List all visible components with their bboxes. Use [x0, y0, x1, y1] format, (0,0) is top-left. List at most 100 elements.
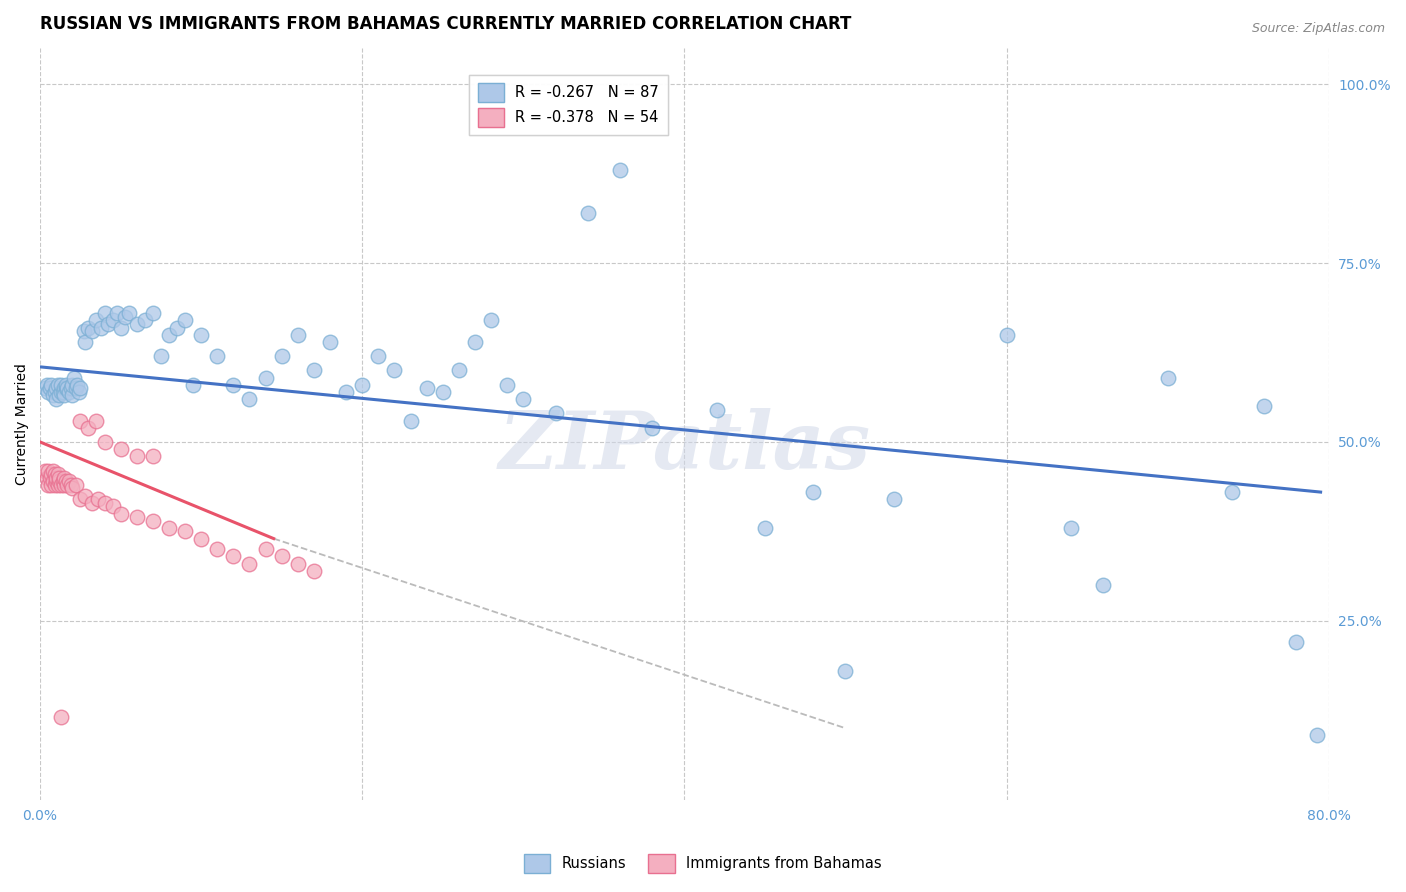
Point	[287, 327, 309, 342]
Point	[238, 392, 260, 406]
Point	[53, 478, 76, 492]
Point	[335, 384, 357, 399]
Point	[134, 313, 156, 327]
Point	[58, 384, 80, 399]
Point	[254, 370, 277, 384]
Point	[55, 381, 77, 395]
Point	[352, 377, 374, 392]
Point	[995, 327, 1018, 342]
Point	[75, 489, 97, 503]
Point	[80, 324, 103, 338]
Point	[142, 306, 165, 320]
Point	[101, 500, 124, 514]
Point	[56, 381, 79, 395]
Point	[1285, 635, 1308, 649]
Point	[287, 557, 309, 571]
Point	[49, 478, 72, 492]
Point	[834, 664, 856, 678]
Point	[56, 478, 79, 492]
Point	[801, 485, 824, 500]
Point	[41, 467, 63, 482]
Point	[69, 381, 91, 395]
Point	[157, 521, 180, 535]
Point	[207, 349, 229, 363]
Point	[1092, 578, 1115, 592]
Point	[60, 482, 83, 496]
Point	[97, 317, 120, 331]
Point	[86, 413, 108, 427]
Point	[67, 384, 90, 399]
Point	[125, 317, 148, 331]
Point	[59, 478, 82, 492]
Point	[110, 320, 132, 334]
Point	[93, 496, 115, 510]
Point	[80, 496, 103, 510]
Point	[114, 310, 136, 324]
Point	[49, 384, 72, 399]
Point	[69, 492, 91, 507]
Point	[46, 377, 69, 392]
Point	[464, 334, 486, 349]
Point	[125, 450, 148, 464]
Point	[93, 435, 115, 450]
Point	[42, 475, 65, 489]
Point	[45, 381, 67, 395]
Point	[55, 377, 77, 392]
Point	[75, 334, 97, 349]
Point	[46, 478, 69, 492]
Point	[222, 377, 245, 392]
Point	[53, 471, 76, 485]
Point	[641, 420, 664, 434]
Point	[44, 467, 66, 482]
Point	[45, 471, 67, 485]
Point	[34, 381, 56, 395]
Point	[41, 377, 63, 392]
Point	[1060, 521, 1083, 535]
Point	[142, 514, 165, 528]
Point	[52, 475, 75, 489]
Point	[90, 320, 112, 334]
Point	[37, 478, 59, 492]
Point	[58, 475, 80, 489]
Point	[65, 478, 87, 492]
Point	[609, 163, 631, 178]
Point	[110, 442, 132, 457]
Point	[367, 349, 389, 363]
Point	[37, 464, 59, 478]
Point	[53, 381, 76, 395]
Point	[49, 710, 72, 724]
Point	[110, 507, 132, 521]
Point	[60, 377, 83, 392]
Point	[157, 327, 180, 342]
Point	[107, 306, 129, 320]
Y-axis label: Currently Married: Currently Married	[15, 363, 30, 485]
Point	[149, 349, 172, 363]
Point	[49, 377, 72, 392]
Text: Source: ZipAtlas.com: Source: ZipAtlas.com	[1251, 22, 1385, 36]
Point	[142, 450, 165, 464]
Point	[447, 363, 470, 377]
Point	[399, 413, 422, 427]
Point	[1253, 399, 1275, 413]
Point	[46, 467, 69, 482]
Point	[77, 320, 100, 334]
Point	[432, 384, 454, 399]
Point	[190, 327, 212, 342]
Point	[576, 206, 599, 220]
Point	[302, 363, 325, 377]
Point	[496, 377, 519, 392]
Point	[512, 392, 534, 406]
Point	[69, 413, 91, 427]
Point	[254, 542, 277, 557]
Point	[190, 532, 212, 546]
Point	[42, 388, 65, 402]
Point	[45, 392, 67, 406]
Point	[77, 420, 100, 434]
Point	[174, 524, 197, 539]
Point	[59, 381, 82, 395]
Point	[66, 377, 89, 392]
Point	[174, 313, 197, 327]
Point	[38, 471, 60, 485]
Point	[63, 370, 86, 384]
Point	[1306, 728, 1329, 742]
